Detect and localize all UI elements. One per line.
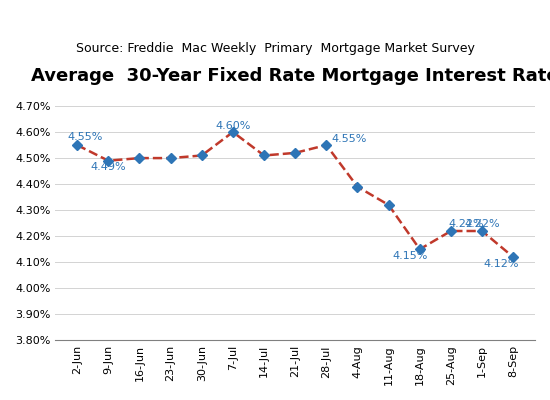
Text: 4.22%: 4.22%	[464, 220, 500, 230]
Text: 4.22%: 4.22%	[449, 220, 485, 230]
Text: 4.49%: 4.49%	[91, 162, 126, 172]
Text: 4.12%: 4.12%	[484, 258, 519, 268]
Title: Average  30-Year Fixed Rate Mortgage Interest Rate: Average 30-Year Fixed Rate Mortgage Inte…	[31, 67, 550, 85]
Text: 4.60%: 4.60%	[215, 120, 251, 130]
Text: 4.55%: 4.55%	[331, 134, 366, 144]
Text: Source: Freddie  Mac Weekly  Primary  Mortgage Market Survey: Source: Freddie Mac Weekly Primary Mortg…	[75, 42, 475, 55]
Text: 4.55%: 4.55%	[68, 132, 103, 142]
Text: 4.15%: 4.15%	[393, 251, 428, 261]
